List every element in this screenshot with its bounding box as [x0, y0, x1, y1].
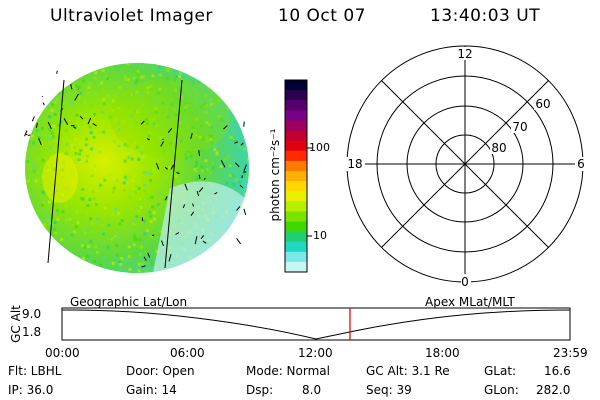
seq-value: Seq: 39 — [366, 383, 412, 397]
glon-value: 282.0 — [536, 383, 571, 397]
colorbar-swatch — [285, 110, 307, 121]
color-scale: 100 10 photon cm⁻²s⁻¹ — [265, 78, 330, 282]
polar-mlat-mlt-plot: 12 18 6 0 60 70 80 — [345, 45, 587, 289]
glat-label: GLat: — [484, 364, 517, 378]
apex-mlat-mlt-label: Apex MLat/MLT — [425, 295, 515, 309]
dsp-value: 8.0 — [302, 383, 322, 397]
colorbar-swatch — [285, 251, 307, 263]
ip-value: IP: 36.0 — [8, 383, 54, 397]
mlt-label-6: 6 — [577, 157, 585, 171]
glon-label: GLon: — [484, 383, 519, 397]
lat-label-60: 60 — [535, 97, 550, 111]
mlt-label-0: 0 — [461, 275, 469, 289]
longitude-line — [164, 79, 183, 269]
colorbar-swatch — [285, 120, 307, 132]
colorbar-swatch — [285, 80, 307, 91]
colorbar-swatch — [285, 221, 307, 233]
geo-latlon-label: Geographic Lat/Lon — [70, 295, 188, 309]
mode-value: Mode: Normal — [246, 364, 330, 378]
date-label: 10 Oct 07 — [278, 6, 366, 26]
colorbar-unit-label: photon cm⁻²s⁻¹ — [268, 128, 282, 222]
colorbar-swatch — [285, 140, 307, 152]
colorbar-swatch — [285, 100, 307, 111]
colorbar-swatch — [285, 130, 307, 142]
lat-label-80: 80 — [491, 141, 506, 155]
lat-label-70: 70 — [512, 120, 527, 134]
mlt-label-12: 12 — [457, 47, 472, 61]
x-tick-2359: 23:59 — [553, 346, 588, 360]
colorbar-swatch — [285, 201, 307, 212]
gain-value: Gain: 14 — [126, 383, 177, 397]
instrument-title: Ultraviolet Imager — [50, 6, 213, 26]
x-tick-1800: 18:00 — [425, 346, 460, 360]
colorbar-swatch — [285, 241, 307, 253]
colorbar-swatch — [285, 261, 307, 273]
gc-alt-value: GC Alt: 3.1 Re — [366, 364, 450, 378]
y-tick-9: 9.0 — [22, 307, 42, 321]
time-label: 13:40:03 UT — [430, 6, 541, 26]
altitude-timeline: Geographic Lat/Lon Apex MLat/MLT GC Alt … — [0, 295, 600, 365]
uv-disk-image — [24, 63, 249, 273]
x-tick-0000: 00:00 — [45, 346, 80, 360]
colorbar-swatch — [285, 191, 307, 202]
colorbar-swatch — [285, 231, 307, 243]
x-tick-1200: 12:00 — [298, 346, 333, 360]
colorbar-swatch — [285, 150, 307, 162]
glat-value: 16.6 — [544, 364, 571, 378]
colorbar-swatch — [285, 170, 307, 182]
colorbar-swatch — [285, 160, 307, 172]
mlt-label-18: 18 — [347, 157, 362, 171]
dsp-label: Dsp: — [246, 383, 274, 397]
door-status: Door: Open — [126, 364, 195, 378]
filter-value: Flt: LBHL — [8, 364, 62, 378]
x-tick-0600: 06:00 — [170, 346, 205, 360]
colorbar-swatch — [285, 211, 307, 222]
altitude-curve — [61, 307, 571, 341]
colorbar-swatch — [285, 90, 307, 101]
colorbar-swatch — [285, 181, 307, 192]
colorbar-tick-10: 10 — [313, 229, 327, 242]
colorbar-tick-100: 100 — [309, 141, 330, 154]
y-tick-1-8: 1.8 — [22, 325, 42, 339]
